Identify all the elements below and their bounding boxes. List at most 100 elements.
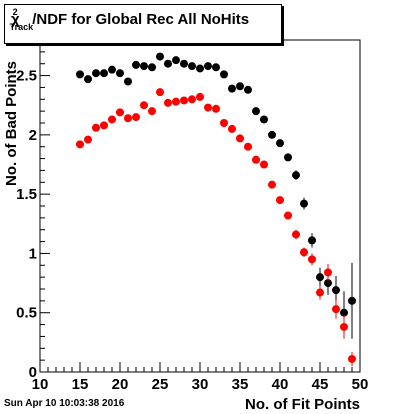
data-point <box>108 115 116 124</box>
data-point <box>204 103 212 112</box>
x-axis-ticks: 10 15 20 25 30 35 40 45 50 <box>32 362 369 393</box>
data-point <box>76 140 84 149</box>
x-tick-label: 30 <box>192 376 209 393</box>
series-1 <box>76 88 356 367</box>
data-point <box>236 134 244 143</box>
data-point <box>236 82 244 91</box>
data-point <box>204 62 212 71</box>
title-rest: /NDF for Global Rec All NoHits <box>32 11 250 28</box>
x-axis-label: No. of Fit Points <box>245 396 360 413</box>
data-point <box>196 92 204 101</box>
data-point <box>124 114 132 123</box>
data-point <box>212 63 220 72</box>
data-point <box>140 62 148 71</box>
chart-title: χ2 Track/NDF for Global Rec All NoHits <box>10 7 265 32</box>
y-tick-label: 1 <box>29 245 37 262</box>
data-point <box>252 155 260 164</box>
data-point <box>84 135 92 144</box>
data-point <box>276 196 284 205</box>
data-point <box>180 96 188 105</box>
data-point <box>348 354 356 363</box>
title-subscript: Track <box>9 22 34 32</box>
y-tick-label: 0.5 <box>16 305 37 322</box>
y-tick-label: 0 <box>29 364 37 381</box>
data-point <box>100 121 108 130</box>
data-point <box>268 130 276 139</box>
data-point <box>100 69 108 78</box>
data-point <box>76 70 84 79</box>
series-layer <box>76 52 356 367</box>
data-point <box>284 153 292 162</box>
data-point <box>300 248 308 257</box>
data-point <box>284 211 292 220</box>
data-point <box>156 88 164 97</box>
x-tick-label: 50 <box>352 376 369 393</box>
data-point <box>228 84 236 93</box>
y-tick-label: 2.5 <box>16 68 37 85</box>
data-point <box>332 305 340 314</box>
data-point <box>260 115 268 124</box>
data-point <box>324 268 332 277</box>
series-0 <box>76 52 356 339</box>
x-tick-label: 45 <box>312 376 329 393</box>
y-axis-label: No. of Bad Points <box>3 61 20 186</box>
data-point <box>196 64 204 73</box>
data-point <box>308 236 316 245</box>
data-point <box>148 107 156 116</box>
data-point <box>172 56 180 65</box>
data-point <box>276 139 284 148</box>
data-point <box>268 180 276 189</box>
y-tick-label: 1.5 <box>16 186 37 203</box>
data-point <box>132 60 140 69</box>
data-point <box>164 59 172 68</box>
data-point <box>252 107 260 116</box>
x-tick-label: 20 <box>112 376 129 393</box>
data-point <box>228 124 236 133</box>
data-point <box>156 52 164 61</box>
data-point <box>132 113 140 122</box>
data-point <box>292 171 300 180</box>
data-point <box>244 85 252 94</box>
data-point <box>260 160 268 169</box>
data-point <box>172 97 180 106</box>
y-axis-ticks: 0 0.5 1 1.5 2 2.5 <box>16 39 50 381</box>
data-point <box>140 101 148 110</box>
data-point <box>348 296 356 305</box>
data-point <box>92 69 100 78</box>
data-point <box>316 288 324 297</box>
x-tick-label: 10 <box>32 376 49 393</box>
x-tick-label: 15 <box>72 376 89 393</box>
title-superscript: 2 <box>12 7 18 17</box>
data-point <box>324 279 332 288</box>
data-point <box>332 286 340 295</box>
data-point <box>92 123 100 132</box>
data-point <box>148 63 156 72</box>
data-point <box>188 95 196 104</box>
data-point <box>340 308 348 317</box>
data-point <box>340 322 348 331</box>
data-point <box>116 108 124 117</box>
data-point <box>220 70 228 79</box>
x-tick-label: 35 <box>232 376 249 393</box>
chart-title-box: χ2 Track/NDF for Global Rec All NoHits <box>4 4 282 44</box>
data-point <box>316 273 324 282</box>
data-point <box>84 75 92 84</box>
data-point <box>188 62 196 71</box>
data-point <box>108 65 116 74</box>
data-point <box>220 119 228 127</box>
data-point <box>300 199 308 208</box>
data-point <box>212 104 220 113</box>
data-point <box>244 142 252 151</box>
plot-frame <box>39 39 361 373</box>
data-point <box>292 230 300 239</box>
x-tick-label: 40 <box>272 376 289 393</box>
data-point <box>116 69 124 78</box>
y-tick-label: 2 <box>29 127 37 144</box>
title-symbol: χ <box>11 11 20 28</box>
data-point <box>180 59 188 68</box>
footer-timestamp: Sun Apr 10 10:03:38 2016 <box>4 398 125 409</box>
data-point <box>308 255 316 264</box>
data-point <box>164 98 172 107</box>
x-tick-label: 25 <box>152 376 169 393</box>
